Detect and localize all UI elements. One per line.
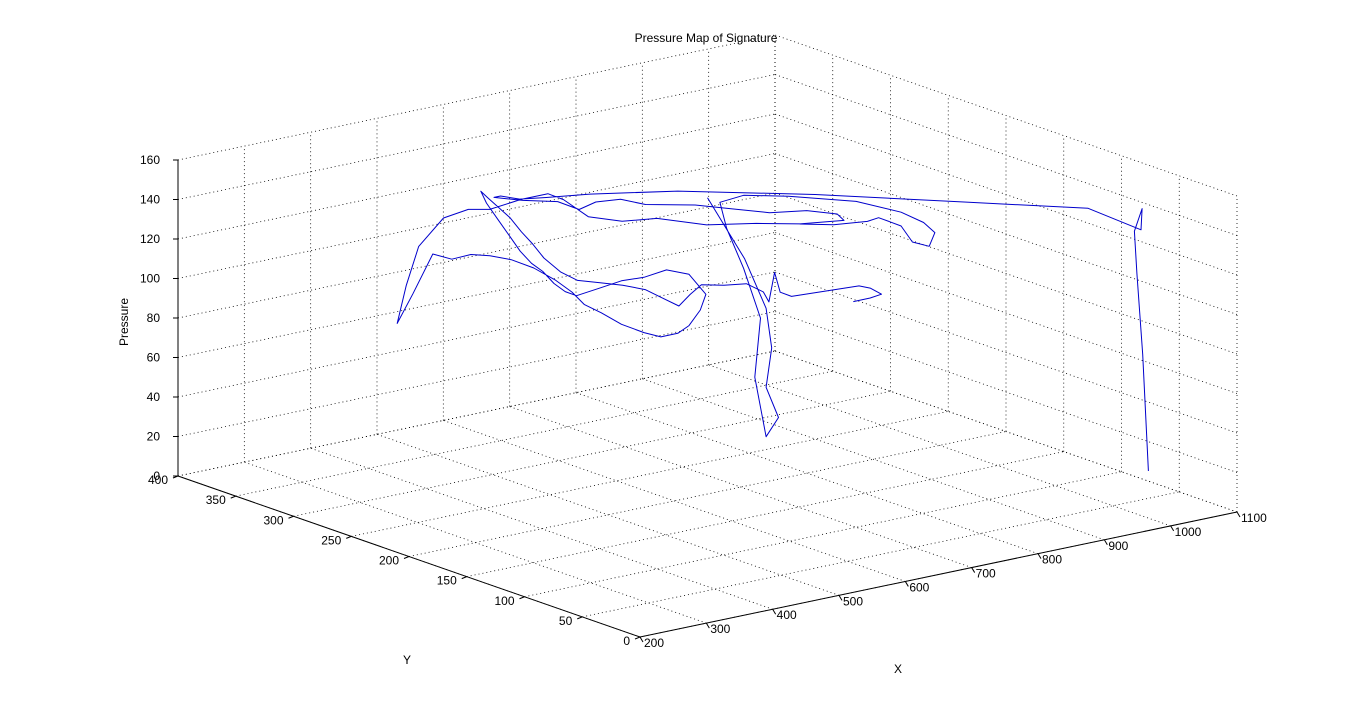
side-wall-grid-horizontal [774, 113, 1238, 276]
x-tick-label: 700 [976, 567, 996, 581]
floor-grid-line-x [376, 433, 840, 596]
x-tick-mark [1037, 553, 1042, 559]
x-tick-mark [639, 636, 644, 643]
back-wall-grid-horizontal [177, 192, 776, 319]
z-tick-label: 60 [147, 351, 161, 365]
z-tick-label: 100 [140, 272, 160, 286]
z-tick-label: 40 [147, 390, 161, 404]
floor-grid-line-x [642, 378, 1105, 541]
x-tick-label: 300 [710, 622, 730, 636]
side-wall-grid-horizontal [774, 350, 1238, 513]
x-tick-label: 500 [843, 594, 863, 608]
floor-grid-line-x [509, 406, 972, 568]
x-tick-mark [904, 581, 909, 587]
x-tick-label: 1100 [1241, 511, 1267, 525]
x-axis-label: X [894, 662, 902, 676]
y-tick-label: 250 [321, 533, 341, 547]
back-wall-grid-horizontal [177, 74, 776, 200]
y-tick-mark [288, 515, 294, 519]
floor-grid-line-y [293, 390, 891, 517]
z-tick-label: 80 [147, 311, 161, 325]
floor-grid-line-y [235, 370, 833, 497]
back-wall-grid-horizontal [177, 153, 776, 279]
z-tick-label: 140 [140, 193, 160, 207]
x-tick-label: 400 [777, 608, 797, 622]
y-tick-mark [519, 596, 525, 600]
back-wall-grid-horizontal [177, 34, 776, 161]
signature-stroke-1 [396, 190, 1149, 472]
x-tick-label: 200 [644, 636, 664, 650]
floor-grid-line-x [708, 364, 1171, 527]
x-tick-label: 900 [1108, 539, 1128, 553]
axis-frame [172, 159, 1241, 643]
floor-grid-line-y [351, 410, 949, 537]
x-tick-mark [1103, 539, 1108, 546]
x-tick-mark [1236, 511, 1241, 518]
signature-trace [396, 190, 1149, 472]
y-tick-label: 50 [559, 614, 573, 628]
side-wall-grid-horizontal [774, 192, 1238, 355]
y-axis-label: Y [403, 653, 411, 667]
x-tick-label: 800 [1042, 553, 1062, 567]
x-tick-mark [971, 567, 976, 573]
back-wall-grid-horizontal [177, 350, 776, 477]
y-tick-mark [634, 636, 641, 640]
side-wall-grid-horizontal [774, 271, 1238, 434]
z-tick-label: 20 [147, 430, 161, 444]
grid-lines [177, 34, 1238, 638]
back-wall-grid-horizontal [177, 232, 776, 358]
z-tick-label: 0 [153, 469, 160, 483]
floor-grid-line-x [244, 461, 707, 624]
y-tick-mark [403, 556, 410, 559]
side-wall-grid-horizontal [774, 311, 1238, 473]
y-tick-label: 400 [148, 473, 168, 487]
side-wall-grid-horizontal [774, 74, 1238, 236]
z-axis-label: Pressure [117, 298, 131, 346]
floor-grid-line-x [443, 420, 906, 582]
back-wall-grid-horizontal [177, 113, 776, 240]
y-tick-label: 150 [437, 574, 457, 588]
floor-grid-line-y [582, 491, 1180, 618]
floor-grid-line-x [575, 392, 1039, 555]
x-tick-mark [705, 622, 710, 629]
floor-grid-line-y [408, 431, 1007, 557]
tick-labels: 2003004005006007008009001000110005010015… [140, 153, 1267, 650]
floor-grid-line-x [310, 447, 773, 610]
side-wall-grid-horizontal [774, 34, 1238, 197]
floor-grid-line-y [524, 471, 1122, 598]
y-tick-label: 100 [494, 594, 514, 608]
y-tick-mark [230, 495, 236, 499]
x-tick-label: 1000 [1175, 525, 1202, 539]
signature-stroke-2 [707, 194, 936, 438]
chart-title: Pressure Map of Signature [635, 31, 778, 45]
side-wall-grid-horizontal [774, 232, 1238, 394]
y-tick-mark [461, 576, 467, 580]
x-tick-mark [772, 608, 777, 615]
z-tick-label: 120 [140, 232, 160, 246]
x-tick-mark [1170, 525, 1175, 532]
x-tick-mark [838, 595, 843, 601]
x-tick-label: 600 [909, 580, 929, 594]
y-tick-label: 0 [623, 634, 630, 648]
y-tick-mark [346, 535, 352, 539]
y-tick-label: 200 [379, 554, 399, 568]
back-wall-grid-horizontal [177, 271, 776, 398]
y-tick-mark [577, 616, 583, 620]
floor-grid-line-y [466, 451, 1064, 578]
x-axis-line [639, 511, 1238, 638]
y-tick-label: 300 [263, 513, 283, 527]
back-wall-grid-horizontal [177, 311, 776, 437]
z-tick-label: 160 [140, 153, 160, 167]
y-tick-label: 350 [206, 493, 226, 507]
side-wall-grid-horizontal [774, 153, 1238, 315]
